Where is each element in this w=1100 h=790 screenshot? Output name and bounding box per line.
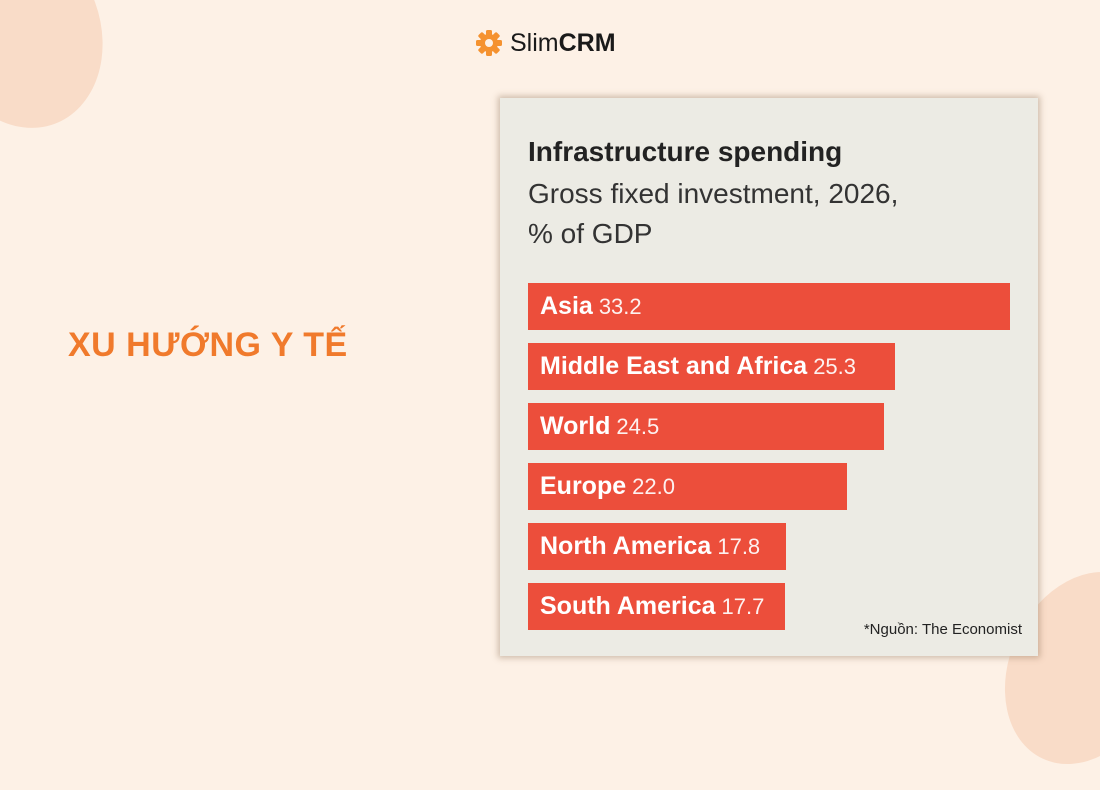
bar-value: 17.7	[721, 593, 765, 619]
brand-name-bold: CRM	[558, 28, 616, 57]
bar-south-america: South America 17.7	[528, 583, 785, 630]
bar-value: 24.5	[616, 413, 660, 439]
bar-label: World	[540, 412, 611, 440]
bar-world: World 24.5	[528, 403, 884, 450]
bar-value: 17.8	[717, 533, 761, 559]
bar-label: Europe	[540, 472, 627, 500]
bar-north-america: North America 17.8	[528, 523, 787, 570]
chart-card: Infrastructure spending Gross fixed inve…	[500, 98, 1038, 656]
bar-middle-east-and-africa: Middle East and Africa 25.3	[528, 343, 896, 390]
bar-europe: Europe 22.0	[528, 463, 848, 510]
bar-label: North America	[540, 532, 712, 560]
bar-value: 22.0	[632, 473, 675, 499]
brand-name-light: Slim	[510, 28, 559, 57]
headline: XU HƯỚNG Y TẾ	[68, 326, 348, 364]
bar-label: South America	[540, 592, 716, 620]
brand-logo: SlimCRM	[474, 28, 616, 58]
bar-label: Middle East and Africa	[540, 352, 808, 380]
chart-subtitle: Gross fixed investment, 2026, % of GDP	[528, 178, 899, 249]
bar-value: 25.3	[813, 353, 857, 379]
bar-value: 33.2	[598, 293, 642, 319]
bar-asia: Asia 33.2	[528, 283, 1010, 330]
decorative-blob	[0, 0, 130, 152]
chart-title: Infrastructure spending	[528, 136, 843, 167]
bar-label: Asia	[540, 292, 593, 320]
source-note: *Nguồn: The Economist	[863, 621, 1022, 638]
gear-icon	[476, 30, 502, 56]
